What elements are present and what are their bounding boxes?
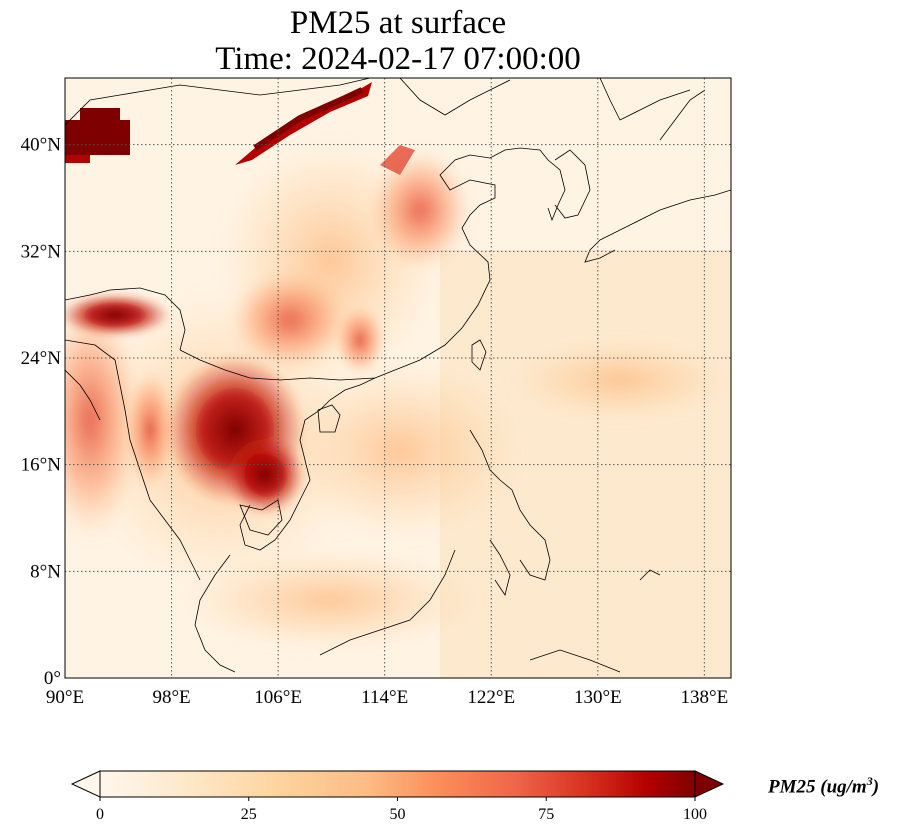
y-tick-label: 40°N (21, 135, 62, 156)
colorbar-ticks: 0 25 50 75 100 (96, 797, 707, 823)
hotspot-nw-corner (65, 108, 130, 163)
colorbar-tick-label: 100 (683, 806, 707, 823)
map-frame (64, 77, 732, 679)
gridlines (65, 78, 731, 678)
x-axis-ticks: 90°E 98°E 106°E 114°E 122°E 130°E 138°E (46, 687, 728, 708)
x-tick-label: 90°E (46, 687, 84, 708)
y-tick-label: 0° (44, 668, 61, 689)
y-tick-label: 8°N (30, 561, 61, 582)
hotspots (65, 293, 385, 515)
colorbar-title: PM25 (ug/m3) (768, 774, 880, 798)
x-tick-label: 114°E (361, 687, 408, 708)
colorbar: 0 25 50 75 100 (70, 770, 725, 823)
colorbar-tick-label: 0 (96, 806, 104, 823)
colorbar-extend-max (694, 770, 725, 798)
y-axis-ticks: 0° 8°N 16°N 24°N 32°N 40°N (21, 135, 62, 689)
colorbar-extend-min (70, 770, 101, 798)
colorbar-tick-label: 75 (538, 806, 554, 823)
map-title-line2: Time: 2024-02-17 07:00:00 (215, 41, 581, 77)
coastlines (65, 78, 731, 673)
colorbar-tick-label: 50 (390, 806, 406, 823)
colorbar-tick-label: 25 (241, 806, 257, 823)
y-tick-label: 24°N (21, 348, 62, 369)
hotspot-myanmar (65, 293, 170, 337)
colorbar-gradient (100, 771, 695, 797)
map-title-line1: PM25 at surface (289, 5, 507, 41)
x-tick-label: 122°E (467, 687, 515, 708)
pm25-field (65, 78, 731, 678)
y-tick-label: 32°N (21, 241, 62, 262)
x-tick-label: 106°E (254, 687, 302, 708)
x-tick-label: 130°E (574, 687, 622, 708)
x-tick-label: 138°E (681, 687, 729, 708)
x-tick-label: 98°E (152, 687, 190, 708)
y-tick-label: 16°N (21, 455, 62, 476)
